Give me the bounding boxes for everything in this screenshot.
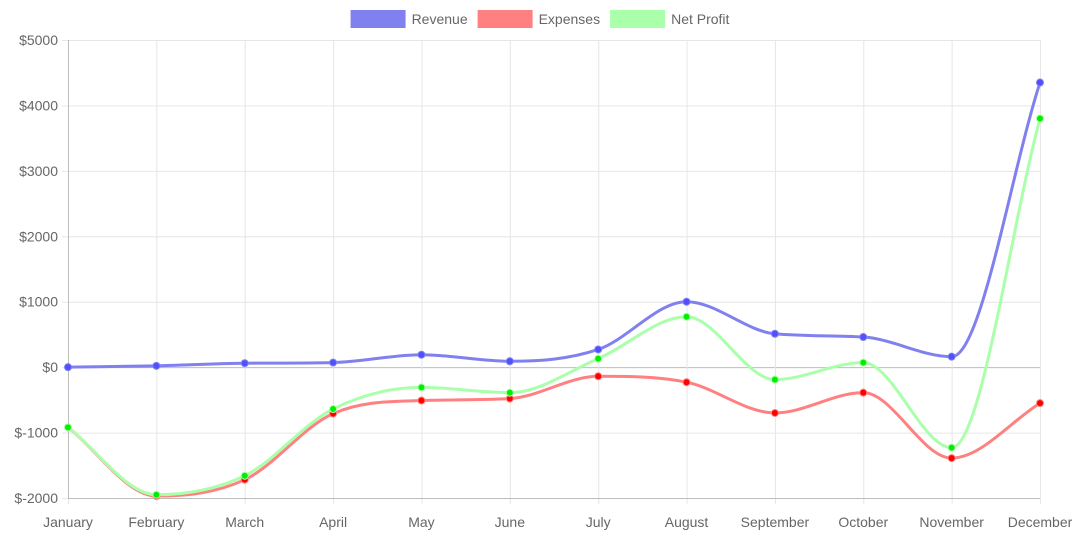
y-tick-label: $0 bbox=[42, 359, 58, 375]
x-tick-label: July bbox=[586, 514, 611, 530]
data-point-net-profit bbox=[64, 423, 72, 432]
data-point-revenue bbox=[505, 357, 514, 366]
data-point-net-profit bbox=[770, 375, 779, 384]
legend-swatch-net-profit bbox=[610, 10, 666, 28]
data-point-revenue bbox=[329, 358, 338, 367]
data-point-revenue bbox=[947, 352, 956, 361]
data-point-net-profit bbox=[682, 312, 691, 321]
legend: Revenue Expenses Net Profit bbox=[350, 10, 730, 28]
series-line-revenue bbox=[66, 81, 1042, 369]
data-point-revenue bbox=[859, 333, 868, 342]
x-tick-label: April bbox=[319, 514, 347, 530]
data-point-revenue bbox=[417, 350, 426, 359]
data-point-net-profit bbox=[505, 388, 514, 397]
x-tick-label: December bbox=[1008, 514, 1073, 530]
x-tick-label: May bbox=[408, 514, 434, 530]
series-line-net-profit bbox=[66, 117, 1042, 497]
x-tick-label: February bbox=[128, 514, 184, 530]
data-point-net-profit bbox=[240, 471, 249, 480]
data-point-net-profit bbox=[152, 490, 161, 499]
x-tick-label: November bbox=[919, 514, 984, 530]
data-point-net-profit bbox=[417, 383, 426, 392]
series-points bbox=[64, 78, 1044, 501]
y-tick-label: $2000 bbox=[19, 228, 58, 244]
data-point-net-profit bbox=[329, 405, 338, 414]
data-point-revenue bbox=[682, 297, 691, 306]
x-tick-label: June bbox=[495, 514, 526, 530]
legend-label-revenue: Revenue bbox=[412, 11, 468, 27]
data-point-net-profit bbox=[594, 354, 603, 363]
data-point-revenue bbox=[64, 363, 72, 372]
x-tick-label: October bbox=[838, 514, 888, 530]
grid bbox=[68, 40, 1041, 499]
data-point-revenue bbox=[240, 359, 249, 368]
data-point-expenses bbox=[859, 388, 868, 397]
data-point-net-profit bbox=[1036, 114, 1044, 123]
data-point-expenses bbox=[682, 378, 691, 387]
y-tick-label: $3000 bbox=[19, 163, 58, 179]
data-point-expenses bbox=[1036, 399, 1044, 408]
data-point-revenue bbox=[770, 329, 779, 338]
x-tick-label: September bbox=[741, 514, 810, 530]
data-point-revenue bbox=[152, 361, 161, 370]
x-tick-label: March bbox=[225, 514, 264, 530]
data-point-net-profit bbox=[947, 443, 956, 452]
data-point-expenses bbox=[947, 454, 956, 463]
series-line-expenses bbox=[66, 374, 1042, 498]
legend-label-expenses: Expenses bbox=[539, 11, 600, 27]
y-tick-label: $4000 bbox=[19, 97, 58, 113]
legend-label-net-profit: Net Profit bbox=[671, 11, 729, 27]
legend-swatch-expenses bbox=[477, 10, 533, 28]
y-tick-label: $-1000 bbox=[14, 425, 58, 441]
y-tick-label: $-2000 bbox=[14, 490, 58, 506]
axes: $5000 $4000 $3000 $2000 $1000 $0 $-1000 $-2000 J… bbox=[14, 32, 1072, 530]
data-point-revenue bbox=[594, 345, 603, 354]
x-tick-label: January bbox=[43, 514, 93, 530]
legend-swatch-revenue bbox=[350, 10, 406, 28]
y-tick-label: $5000 bbox=[19, 32, 58, 48]
data-point-revenue bbox=[1036, 78, 1044, 87]
data-point-expenses bbox=[770, 408, 779, 417]
data-point-expenses bbox=[594, 372, 603, 381]
y-tick-label: $1000 bbox=[19, 294, 58, 310]
data-point-expenses bbox=[417, 396, 426, 405]
data-point-net-profit bbox=[859, 358, 868, 367]
x-tick-label: August bbox=[665, 514, 709, 530]
series-lines bbox=[66, 81, 1042, 498]
